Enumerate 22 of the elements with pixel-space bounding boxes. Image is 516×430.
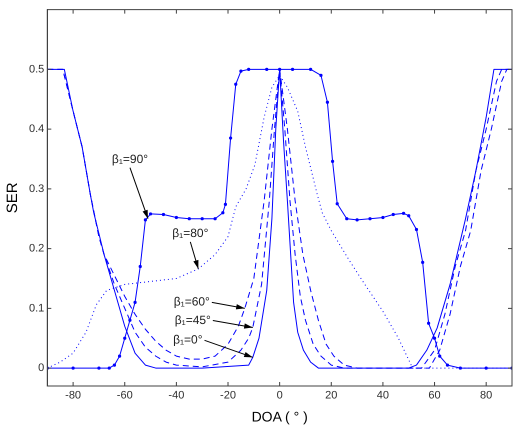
x-tick-label: 60 xyxy=(428,390,441,402)
y-tick-label: 0.3 xyxy=(28,182,44,195)
x-tick-label: -80 xyxy=(65,390,82,402)
y-tick-label: 0.2 xyxy=(28,242,44,255)
x-tick-label: -20 xyxy=(220,390,236,402)
annotation: β₁=45° xyxy=(174,312,212,327)
annotation: β₁=0° xyxy=(173,332,203,347)
x-tick-label: 40 xyxy=(376,390,390,402)
y-tick-label: 0.4 xyxy=(28,123,44,136)
annotation: β₁=80° xyxy=(172,226,209,240)
x-tick-label: -60 xyxy=(116,390,133,402)
x-tick-label: 20 xyxy=(325,390,338,402)
y-axis-title: SER xyxy=(4,182,22,214)
x-axis-title: DOA ( ° ) xyxy=(252,408,308,424)
x-tick-label: -40 xyxy=(168,390,184,402)
annotation: β₁=90° xyxy=(112,152,148,166)
y-tick-label: 0.1 xyxy=(28,302,44,314)
x-tick-label: 80 xyxy=(480,390,492,402)
x-tick-label: 0 xyxy=(276,390,283,402)
annotation: β₁=60° xyxy=(174,294,210,309)
y-tick-label: 0.5 xyxy=(28,63,44,76)
y-tick-label: 0 xyxy=(38,362,44,374)
